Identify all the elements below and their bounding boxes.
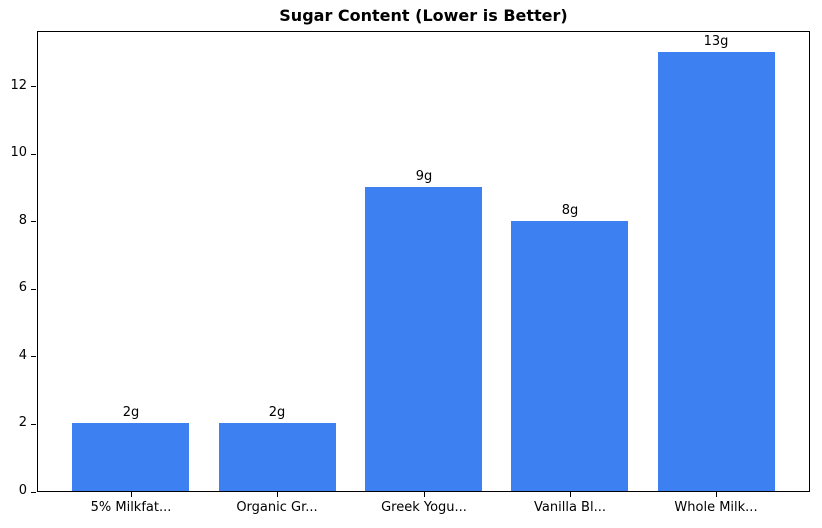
y-tick-mark [31,153,36,155]
y-tick-mark [31,356,36,358]
y-tick-label: 12 [10,77,27,93]
plot-area: 2g 2g 9g 8g 13g [37,31,810,492]
y-tick-mark [31,423,36,425]
y-tick-label: 2 [18,415,27,431]
bar [72,423,189,491]
bar-value-label: 9g [415,169,433,184]
y-tick-mark [31,491,36,493]
bar-value-label: 13g [703,34,729,49]
y-tick-label: 4 [18,347,27,363]
y-tick-label: 6 [18,280,27,296]
y-tick-mark [31,288,36,290]
bar [511,221,628,491]
bar [365,187,482,491]
x-tick-mark [131,492,132,497]
x-tick-mark [570,492,571,497]
y-tick-mark [31,86,36,88]
x-tick-mark [277,492,278,497]
bar-value-label: 2g [268,405,286,420]
x-tick-label: Organic Gr... [236,500,318,515]
x-tick-mark [716,492,717,497]
y-tick-label: 8 [18,212,27,228]
y-tick-mark [31,221,36,223]
x-tick-label: Whole Milk... [674,500,758,515]
x-tick-label: Vanilla Bl... [534,500,606,515]
y-tick-label: 10 [10,145,27,161]
x-tick-label: Greek Yogu... [381,500,467,515]
bar-value-label: 8g [561,203,579,218]
y-tick-label: 0 [18,483,27,498]
x-tick-label: 5% Milkfat... [90,500,172,515]
bar-value-label: 2g [122,405,140,420]
x-tick-mark [424,492,425,497]
bar [658,52,775,491]
chart-title: Sugar Content (Lower is Better) [279,6,568,25]
bar [219,423,336,491]
